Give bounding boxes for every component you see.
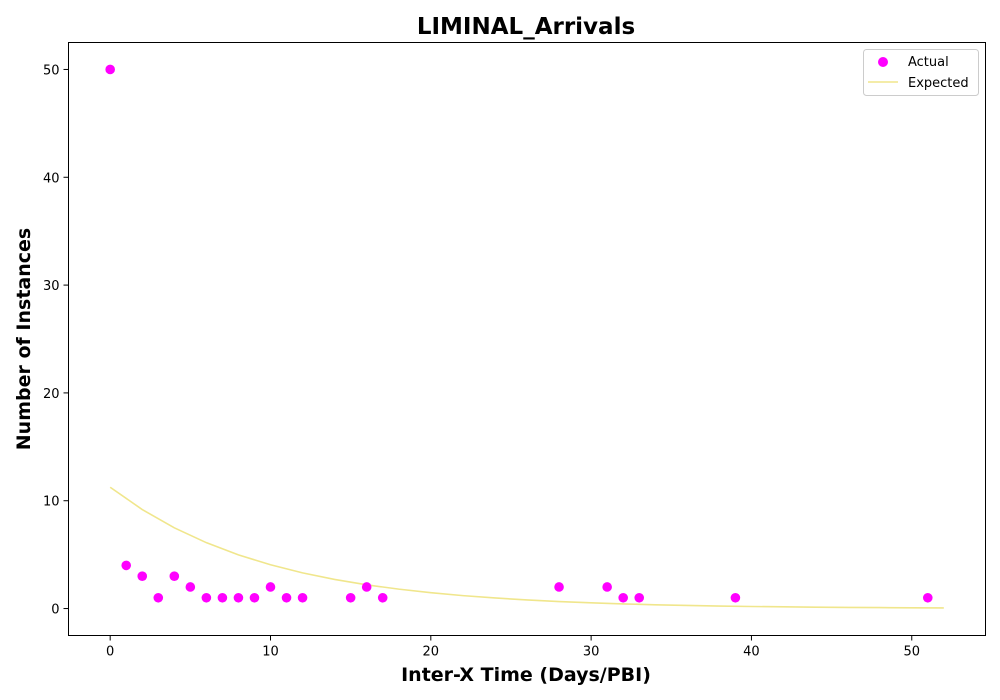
actual-point xyxy=(153,592,164,603)
x-tick-label: 20 xyxy=(423,645,440,660)
expected-line xyxy=(109,486,944,609)
actual-point xyxy=(297,592,308,603)
y-tick-label: 20 xyxy=(43,387,60,402)
actual-point xyxy=(377,592,388,603)
actual-point xyxy=(618,592,628,603)
chart-title: LIMINAL_Arrivals xyxy=(417,14,635,40)
y-tick-label: 40 xyxy=(43,171,60,186)
actual-point xyxy=(233,592,244,603)
actual-point xyxy=(249,592,260,603)
x-axis: 0 10 20 30 40 50 xyxy=(106,635,920,660)
y-tick-label: 0 xyxy=(51,603,59,618)
legend-label-expected: Expected xyxy=(908,76,969,91)
actual-point xyxy=(121,560,132,571)
x-tick-label: 10 xyxy=(262,645,279,660)
plot-frame xyxy=(68,42,986,636)
actual-point xyxy=(922,592,933,603)
actual-point xyxy=(634,592,645,603)
actual-point xyxy=(361,582,372,592)
actual-point xyxy=(169,571,180,581)
actual-point xyxy=(201,592,212,603)
y-tick-label: 30 xyxy=(43,279,60,294)
legend: Actual Expected xyxy=(863,49,979,96)
y-tick-label: 50 xyxy=(43,63,60,78)
x-tick-label: 40 xyxy=(743,645,760,660)
actual-point xyxy=(730,592,741,603)
actual-point xyxy=(217,592,228,603)
y-tick-label: 10 xyxy=(43,495,60,510)
x-tick-label: 50 xyxy=(903,645,920,660)
actual-point xyxy=(265,582,276,592)
plot-area xyxy=(105,64,944,609)
actual-point xyxy=(281,592,292,603)
actual-point xyxy=(137,571,148,581)
x-tick-label: 0 xyxy=(106,645,114,660)
actual-point xyxy=(345,592,356,603)
actual-point xyxy=(185,582,196,592)
actual-point xyxy=(554,582,564,592)
x-axis-label: Inter-X Time (Days/PBI) xyxy=(401,664,651,686)
actual-point xyxy=(602,582,612,592)
legend-marker-actual xyxy=(878,57,888,67)
actual-point xyxy=(105,64,115,75)
legend-box xyxy=(863,49,979,96)
legend-label-actual: Actual xyxy=(908,55,949,70)
y-axis-label: Number of Instances xyxy=(13,228,35,450)
y-axis: 0 10 20 30 40 50 xyxy=(43,63,69,618)
x-tick-label: 30 xyxy=(583,645,600,660)
